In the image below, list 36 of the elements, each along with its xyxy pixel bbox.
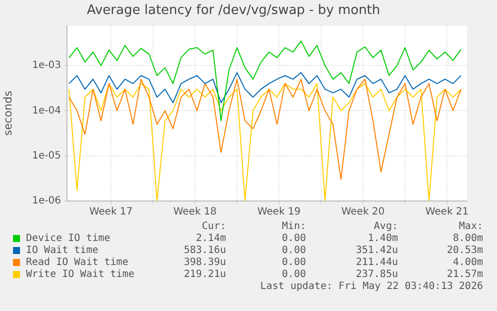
text: 351.42u [356,245,398,257]
y-tick-label: 1e-05 [32,150,61,162]
text: 398.39u [184,257,226,269]
x-tick-label: Week 18 [173,206,217,218]
y-tick-label: 1e-06 [32,196,61,207]
legend-label: Read IO Wait time [26,257,128,269]
text: Max: [458,221,483,233]
text: 211.44u [356,257,398,269]
y-tick-label: 1e-03 [32,60,61,72]
text: 0.00 [282,257,306,269]
text: 4.00m [452,257,483,269]
text: Last update: Fri May 22 03:40:13 2026 [260,281,483,293]
text: 21.57m [446,269,483,281]
y-tick-label: 1e-04 [32,105,61,116]
text: Min: [282,221,306,233]
text: 0.00 [282,245,306,257]
text: 2.14m [196,233,226,245]
x-tick-label: Week 17 [89,206,133,218]
text: 0.00 [282,233,306,245]
text: 583.16u [184,245,226,257]
text: 237.85u [356,269,398,281]
x-tick-label: Week 21 [425,206,469,218]
legend-label: Device IO time [26,233,110,245]
text: 219.21u [184,269,226,281]
x-tick-label: Week 19 [257,206,301,218]
x-tick-label: Week 20 [341,206,385,218]
text: 0.00 [282,269,306,281]
text: Avg: [374,221,398,233]
text: 20.53m [446,245,483,257]
legend-label: Write IO Wait time [26,269,134,281]
legend-label: IO Wait time [26,245,98,257]
chart-title: Average latency for /dev/vg/swap - by month [86,3,380,18]
text: 1.40m [368,233,398,245]
text: Cur: [202,221,226,233]
y-axis-title: seconds [1,90,14,136]
text: 8.00m [452,233,483,245]
